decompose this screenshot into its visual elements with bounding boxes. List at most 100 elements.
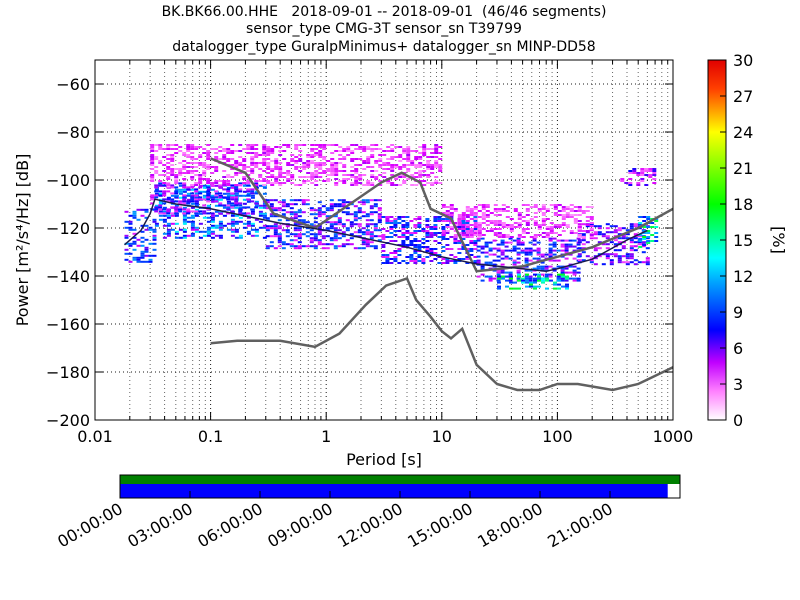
density-cell [318,144,323,146]
density-cell [238,220,243,223]
density-cell [438,168,443,170]
density-cell [242,212,247,215]
density-cell [385,218,390,220]
density-cell [140,224,145,227]
density-cell [648,174,653,176]
density-cell [266,176,271,178]
density-cell [521,204,526,206]
density-cell [194,148,199,150]
density-cell [385,222,390,224]
density-cell [337,223,342,226]
density-cell [516,247,521,250]
density-cell [262,180,267,182]
density-cell [132,248,137,251]
density-cell [473,218,478,220]
density-cell [262,226,267,229]
density-cell [321,237,326,240]
density-cell [136,208,141,211]
density-cell [182,234,187,237]
density-cell [552,269,557,272]
density-cell [166,190,171,193]
time-axis-ticks: 00:00:0003:00:0006:00:0009:00:0012:00:00… [54,491,616,551]
density-cell [206,154,211,156]
density-cell [398,174,403,176]
density-cell [629,225,634,228]
density-cell [234,236,239,239]
density-cell [226,202,231,205]
density-cell [413,240,418,242]
density-cell [525,222,530,224]
density-cell [269,199,274,202]
density-cell [174,148,179,150]
density-cell [488,261,493,264]
density-cell [652,168,657,170]
density-cell [374,176,379,178]
density-cell [140,250,145,253]
density-cell [545,210,550,212]
density-cell [150,146,155,148]
density-cell [222,176,227,178]
density-cell [433,240,438,242]
density-cell [353,215,358,218]
density-cell [353,205,358,208]
density-cell [389,228,394,230]
density-cell [198,230,203,233]
density-cell [461,216,466,218]
density-cell [617,241,622,244]
density-cell [628,182,633,184]
density-cell [154,150,159,152]
density-cell [449,228,454,230]
density-cell [281,199,286,202]
density-cell [314,184,319,186]
density-cell [206,190,211,193]
density-cell [434,160,439,162]
density-cell [194,184,199,186]
density-cell [524,269,529,272]
density-cell [496,269,501,272]
density-cell [398,154,403,156]
density-cell [150,174,155,176]
density-cell [561,206,566,208]
density-cell [269,207,274,210]
density-cell [553,206,558,208]
density-cell [365,241,370,244]
density-cell [325,227,330,230]
density-cell [214,148,219,150]
density-cell [273,209,278,212]
mean-curve [124,198,648,272]
density-cell [548,237,553,240]
density-cell [269,245,274,248]
density-cell [409,254,414,256]
density-cell [341,231,346,234]
density-cell [501,236,506,238]
density-cell [150,194,155,197]
density-cell [438,146,443,148]
density-cell [238,208,243,211]
density-cell [401,224,406,226]
density-cell [214,198,219,201]
density-cell [206,150,211,152]
density-cell [317,201,322,204]
density-cell [333,233,338,236]
density-cell [254,234,259,237]
density-cell [505,236,510,238]
density-cell [194,194,199,197]
density-cell [405,244,410,246]
density-cell [230,168,235,170]
density-cell [262,144,267,146]
density-cell [154,210,159,213]
density-cell [425,248,430,250]
density-cell [293,239,298,242]
density-cell [560,271,565,274]
density-cell [190,222,195,225]
density-cell [293,233,298,236]
density-cell [636,184,641,186]
density-cell [633,237,638,240]
density-cell [536,253,541,256]
density-cell [353,217,358,220]
density-cell [642,236,647,238]
density-cell [422,184,427,186]
density-cell [434,162,439,164]
density-cell [609,225,614,228]
density-cell [544,253,549,256]
